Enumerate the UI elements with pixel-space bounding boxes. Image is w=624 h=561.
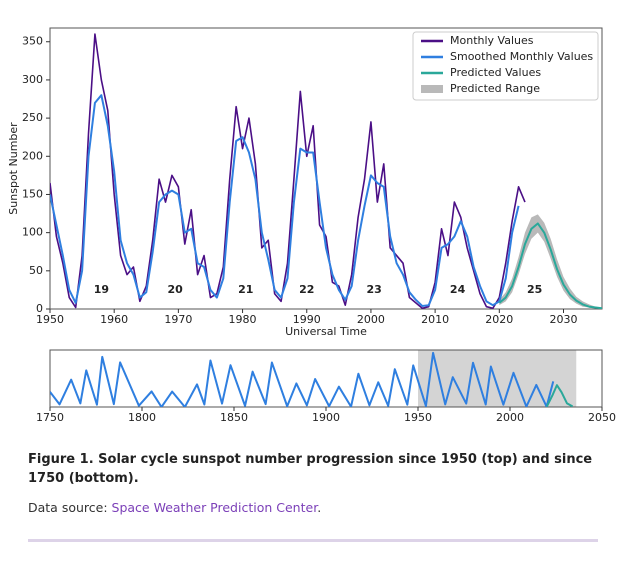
caption: Figure 1. Solar cycle sunspot number pro… bbox=[28, 450, 598, 515]
legend-label: Predicted Range bbox=[450, 82, 540, 95]
y-tick-label: 50 bbox=[29, 264, 43, 277]
series-line bbox=[498, 222, 602, 309]
cycle-label: 25 bbox=[527, 283, 542, 296]
y-tick-label: 350 bbox=[22, 35, 43, 48]
y-axis-label: Sunspot Number bbox=[7, 122, 20, 215]
figure: 1950 1960 1970 1980 1990 2000 2010 2020 20300501… bbox=[7, 27, 616, 424]
x-tick-label: 1990 bbox=[293, 313, 321, 326]
x-tick-label: 2050 bbox=[588, 411, 616, 424]
cycle-label: 22 bbox=[299, 283, 314, 296]
y-tick-label: 300 bbox=[22, 73, 43, 86]
y-tick-label: 0 bbox=[36, 302, 43, 315]
x-tick-label: 1950 bbox=[36, 313, 64, 326]
cycle-label: 23 bbox=[366, 283, 381, 296]
x-tick-label: 1950 bbox=[404, 411, 432, 424]
cycle-label: 19 bbox=[94, 283, 109, 296]
divider bbox=[28, 539, 598, 542]
x-tick-label: 2000 bbox=[357, 313, 385, 326]
cycle-label: 20 bbox=[168, 283, 184, 296]
x-tick-label: 1900 bbox=[312, 411, 340, 424]
source-prefix: Data source: bbox=[28, 500, 112, 515]
series-line bbox=[50, 33, 526, 309]
y-tick-label: 200 bbox=[22, 149, 43, 162]
x-tick-label: 1800 bbox=[128, 411, 156, 424]
shaded-span bbox=[418, 350, 577, 407]
legend-box bbox=[412, 31, 599, 101]
y-tick-label: 150 bbox=[22, 187, 43, 200]
legend-label: Predicted Values bbox=[450, 66, 541, 79]
plot-area bbox=[50, 33, 602, 309]
x-tick-label: 1850 bbox=[220, 411, 248, 424]
x-tick-label: 2000 bbox=[496, 411, 524, 424]
x-tick-label: 2010 bbox=[421, 313, 449, 326]
x-tick-label: 1970 bbox=[164, 313, 192, 326]
x-tick-label: 2020 bbox=[485, 313, 513, 326]
cycle-label: 21 bbox=[238, 283, 253, 296]
legend-label: Monthly Values bbox=[450, 34, 534, 47]
source-link[interactable]: Space Weather Prediction Center bbox=[111, 500, 318, 515]
series-line bbox=[545, 384, 574, 407]
source-suffix: . bbox=[317, 500, 322, 515]
caption-title: Figure 1. Solar cycle sunspot number pro… bbox=[28, 452, 593, 486]
range-area bbox=[499, 214, 602, 309]
plot-area bbox=[50, 351, 574, 407]
x-tick-label: 2030 bbox=[549, 313, 577, 326]
x-tick-label: 1750 bbox=[36, 411, 64, 424]
series-line bbox=[50, 94, 520, 307]
x-tick-label: 1960 bbox=[100, 313, 128, 326]
legend: Monthly Values Smoothed Monthly Values Pre… bbox=[412, 31, 599, 101]
legend-label: Smoothed Monthly Values bbox=[450, 50, 593, 63]
cycle-label: 24 bbox=[450, 283, 466, 296]
x-tick-label: 1980 bbox=[229, 313, 257, 326]
series-line bbox=[50, 351, 555, 407]
y-tick-label: 250 bbox=[22, 111, 43, 124]
plot-frame bbox=[49, 27, 603, 310]
caption-source: Data source: Space Weather Prediction Ce… bbox=[28, 500, 598, 515]
x-axis-label: Universal Time bbox=[285, 325, 367, 338]
y-tick-label: 100 bbox=[22, 226, 43, 239]
